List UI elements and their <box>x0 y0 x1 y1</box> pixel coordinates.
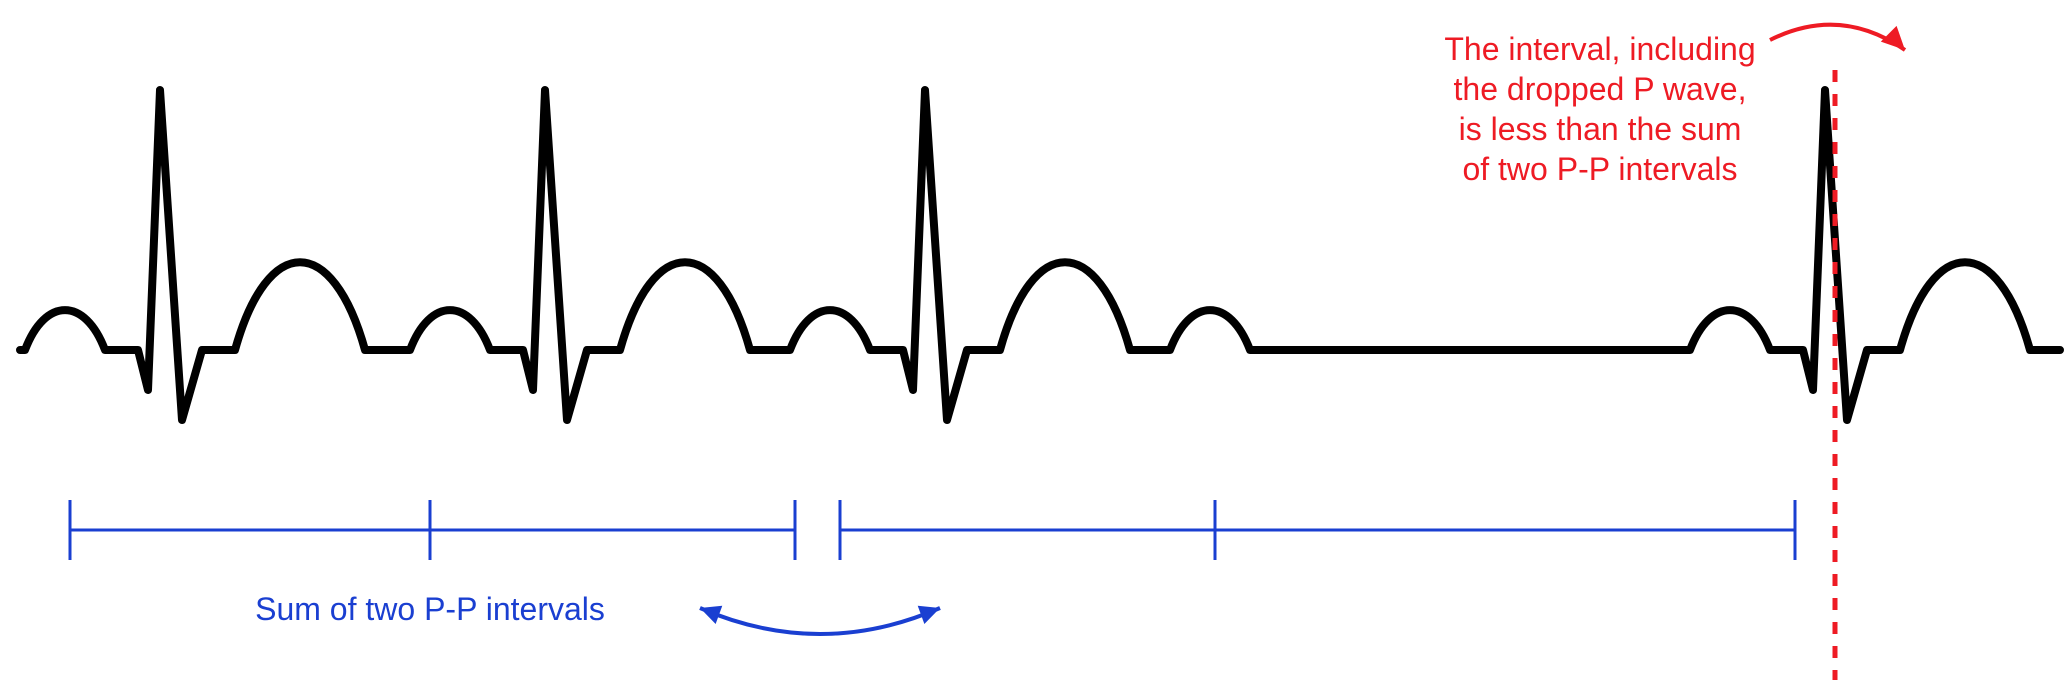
comparison-arrow-head-right <box>918 606 940 624</box>
red-annotation-line: The interval, including <box>1444 31 1755 67</box>
red-annotation-line: of two P-P intervals <box>1462 151 1737 187</box>
red-annotation-line: is less than the sum <box>1459 111 1742 147</box>
comparison-arrow <box>700 608 940 634</box>
red-callout-arrow <box>1770 25 1905 50</box>
red-annotation-line: the dropped P wave, <box>1454 71 1747 107</box>
blue-interval-label: Sum of two P-P intervals <box>255 591 605 627</box>
comparison-arrow-head-left <box>700 606 722 624</box>
ecg-trace <box>20 90 2060 420</box>
